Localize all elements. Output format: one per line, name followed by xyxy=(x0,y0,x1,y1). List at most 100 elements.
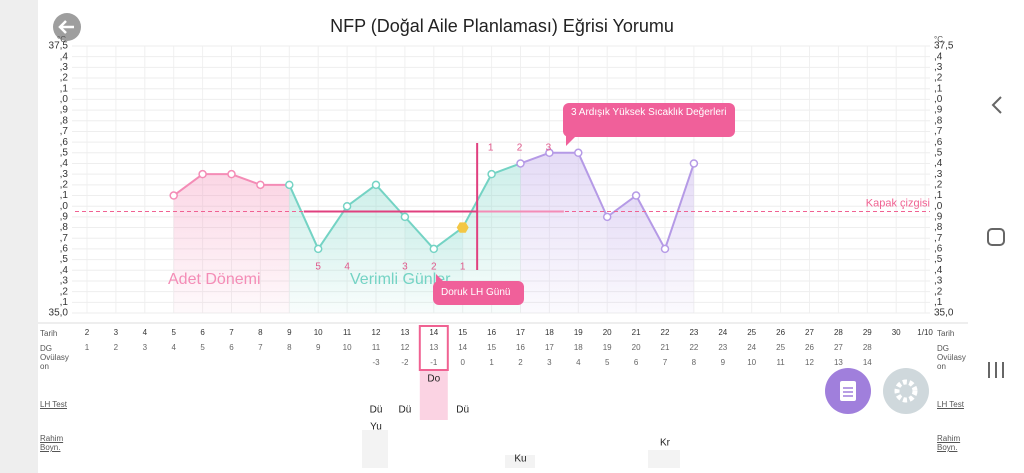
date-label: 26 xyxy=(776,328,785,337)
highlight-box xyxy=(418,325,449,371)
cell: 6 xyxy=(229,343,234,352)
date-label: 2 xyxy=(85,328,90,337)
area xyxy=(665,163,694,313)
date-label: 10 xyxy=(314,328,323,337)
y-tick-label: ,0 xyxy=(60,201,69,212)
line-segment xyxy=(635,195,666,250)
count-label: 5 xyxy=(315,262,321,273)
cell: 19 xyxy=(603,343,612,352)
date-label: 22 xyxy=(661,328,670,337)
nav-home[interactable] xyxy=(987,228,1005,246)
point xyxy=(545,148,554,158)
y-tick-label-right: ,4 xyxy=(934,265,943,276)
note-cell xyxy=(362,430,388,468)
point xyxy=(400,212,410,222)
cell: 2 xyxy=(114,343,119,352)
area xyxy=(636,195,665,313)
title: NFP (Doğal Aile Planlaması) Eğrisi Yorum… xyxy=(330,16,674,36)
cell: 17 xyxy=(545,343,554,352)
callout-pointer xyxy=(566,134,578,146)
y-tick-label: ,9 xyxy=(60,212,69,223)
left-edge xyxy=(0,0,38,473)
cell: Kr xyxy=(660,438,671,449)
nav-back[interactable] xyxy=(991,96,1002,114)
y-tick-label: ,3 xyxy=(60,276,69,287)
line-segment xyxy=(288,184,320,250)
cell: 0 xyxy=(460,358,465,367)
date-label: 1/10 xyxy=(917,328,933,337)
cell: 11 xyxy=(372,343,381,352)
line-segment xyxy=(520,151,550,165)
area xyxy=(260,184,290,313)
cell: 26 xyxy=(805,343,814,352)
y-tick-label-right: ,4 xyxy=(934,51,943,62)
cell: Yu xyxy=(370,422,382,433)
point xyxy=(256,180,265,190)
y-tick-label-right: ,1 xyxy=(934,83,943,94)
area xyxy=(318,206,348,313)
y-tick-label: ,4 xyxy=(60,158,69,169)
area xyxy=(289,184,319,313)
row-label: Tarih xyxy=(937,329,955,338)
cell: 14 xyxy=(863,358,872,367)
y-tick-label-right: ,1 xyxy=(934,190,943,201)
y-tick-label: 35,0 xyxy=(49,308,69,319)
y-tick-label-right: ,9 xyxy=(934,105,943,116)
cell: 21 xyxy=(661,343,670,352)
cell: Ku xyxy=(514,454,526,465)
cell: 27 xyxy=(834,343,843,352)
point-marker xyxy=(456,222,469,233)
cell: 20 xyxy=(632,343,641,352)
point xyxy=(198,169,207,179)
cell: 18 xyxy=(574,343,583,352)
row-label: DG xyxy=(937,344,949,353)
y-tick-label-right: 37,5 xyxy=(934,41,954,52)
date-label: 16 xyxy=(487,328,496,337)
nav-recents[interactable] xyxy=(988,362,1004,378)
phase-label: Adet Dönemi xyxy=(168,271,261,288)
cell: 3 xyxy=(143,343,148,352)
date-label: 11 xyxy=(343,328,352,337)
y-tick-label: ,5 xyxy=(60,147,69,158)
cell: 28 xyxy=(863,343,872,352)
y-tick-label-right: ,0 xyxy=(934,201,943,212)
row-label: LH Test xyxy=(937,400,964,409)
settings-button[interactable] xyxy=(883,368,929,414)
cell: Dü xyxy=(399,405,412,416)
y-tick-label-right: 35,0 xyxy=(934,308,954,319)
point xyxy=(689,159,699,168)
point xyxy=(227,169,236,179)
row-label: LH Test xyxy=(40,400,67,409)
y-tick-label-right: ,0 xyxy=(934,94,943,105)
cell: 8 xyxy=(287,343,292,352)
date-label: 4 xyxy=(143,328,148,337)
area xyxy=(404,216,434,313)
row-label: Ovülasyon xyxy=(937,353,966,371)
date-label: 17 xyxy=(516,328,525,337)
back-arrow xyxy=(58,20,74,34)
y-tick-label: ,4 xyxy=(60,51,69,62)
date-label: 13 xyxy=(400,328,409,337)
date-label: 23 xyxy=(689,328,698,337)
cell: 10 xyxy=(747,358,756,367)
y-tick-label: 37,5 xyxy=(49,41,69,52)
cell: Do xyxy=(427,374,440,385)
date-label: 29 xyxy=(863,328,872,337)
line-segment xyxy=(664,163,695,250)
cell: -3 xyxy=(372,358,380,367)
area xyxy=(376,184,405,313)
y-tick-label-right: ,8 xyxy=(934,222,943,233)
point xyxy=(169,191,178,200)
point xyxy=(429,244,439,254)
line-segment xyxy=(577,152,609,218)
cell: 7 xyxy=(663,358,668,367)
y-tick-label-right: ,6 xyxy=(934,244,943,255)
line-segment xyxy=(173,173,204,197)
date-label: 6 xyxy=(200,328,205,337)
notes-icon xyxy=(840,381,856,401)
y-tick-label-right: ,8 xyxy=(934,115,943,126)
cell: -2 xyxy=(401,358,409,367)
area xyxy=(491,163,521,313)
